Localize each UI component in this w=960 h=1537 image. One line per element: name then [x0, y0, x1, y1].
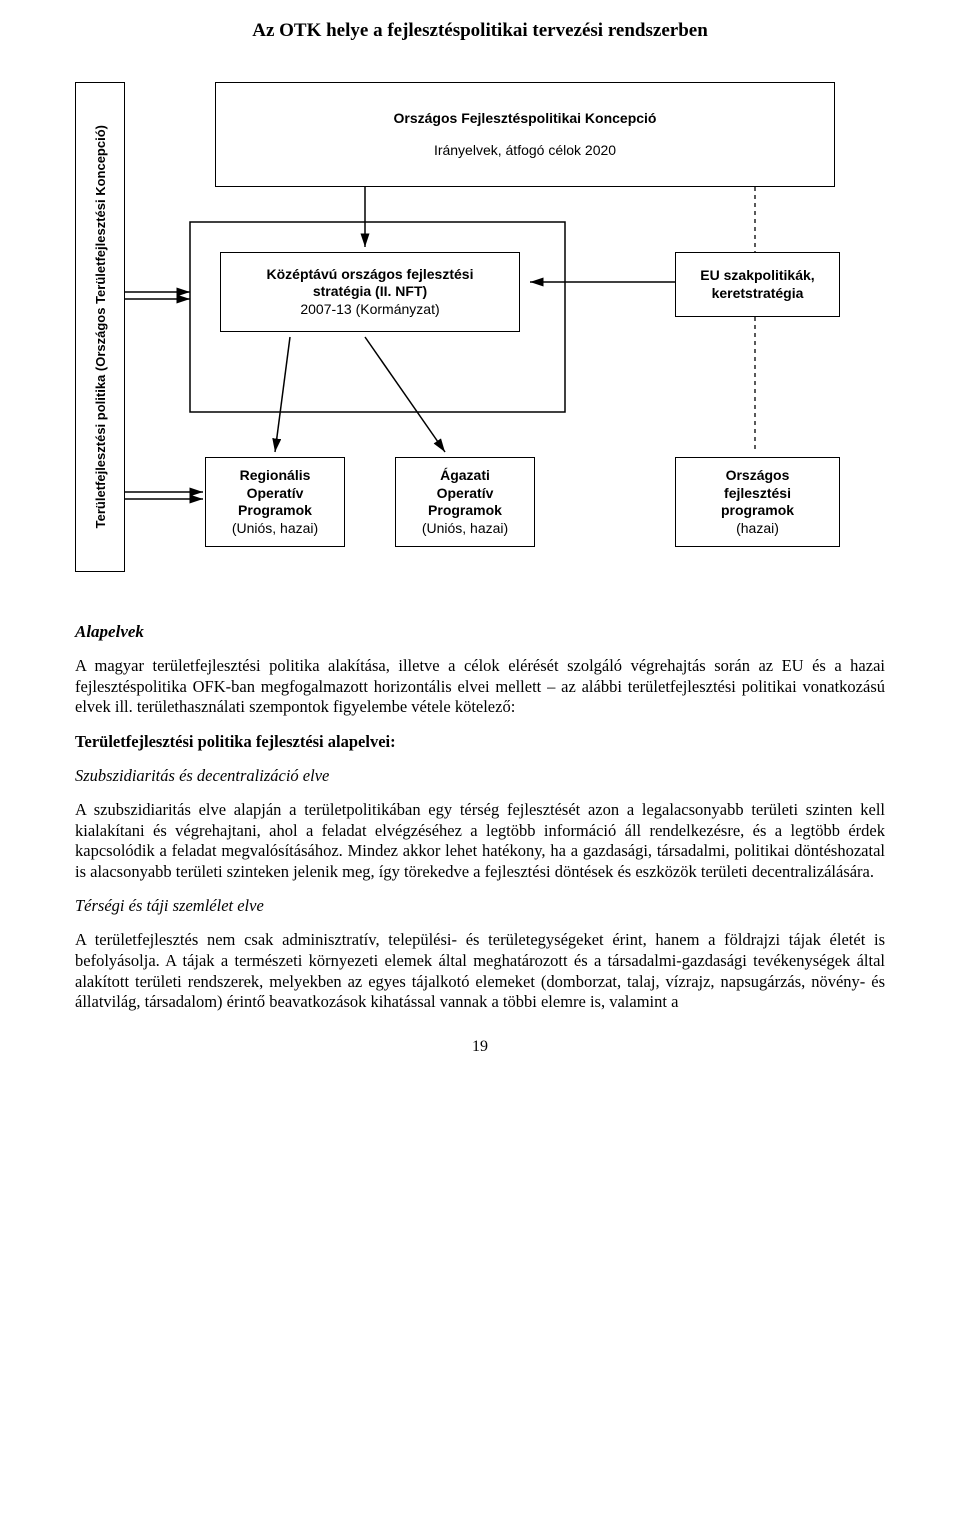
bot3-l4: (hazai)	[736, 520, 779, 538]
bottom-box-3: Országos fejlesztési programok (hazai)	[675, 457, 840, 547]
bot3-l2: fejlesztési	[724, 485, 791, 503]
bot1-l1: Regionális	[240, 467, 311, 485]
para-1: A magyar területfejlesztési politika ala…	[75, 656, 885, 718]
sub-heading-1: Területfejlesztési politika fejlesztési …	[75, 732, 885, 752]
bot2-l2: Operatív	[437, 485, 494, 503]
bot1-l2: Operatív	[247, 485, 304, 503]
mid-left-l3: 2007-13 (Kormányzat)	[300, 301, 439, 319]
elv2-title: Térségi és táji szemlélet elve	[75, 896, 885, 916]
elv1-title: Szubszidiaritás és decentralizáció elve	[75, 766, 885, 786]
alapelvek-heading: Alapelvek	[75, 622, 885, 642]
bottom-box-2: Ágazati Operatív Programok (Uniós, hazai…	[395, 457, 535, 547]
mid-right-box: EU szakpolitikák, keretstratégia	[675, 252, 840, 317]
page-title: Az OTK helye a fejlesztéspolitikai terve…	[75, 20, 885, 42]
body-text: Alapelvek A magyar területfejlesztési po…	[75, 622, 885, 1013]
page-number: 19	[75, 1038, 885, 1056]
top-box: Országos Fejlesztéspolitikai Koncepció I…	[215, 82, 835, 187]
mid-right-l2: keretstratégia	[712, 285, 804, 303]
elv2-body: A területfejlesztés nem csak adminisztra…	[75, 930, 885, 1013]
bot2-l1: Ágazati	[440, 467, 490, 485]
mid-left-box: Középtávú országos fejlesztési stratégia…	[220, 252, 520, 332]
top-box-title: Országos Fejlesztéspolitikai Koncepció	[394, 110, 657, 128]
elv1-body: A szubszidiaritás elve alapján a terület…	[75, 800, 885, 883]
bot2-l4: (Uniós, hazai)	[422, 520, 508, 538]
mid-left-l2: stratégia (II. NFT)	[313, 283, 427, 301]
mid-left-l1: Középtávú országos fejlesztési	[267, 266, 474, 284]
bot1-l3: Programok	[238, 502, 312, 520]
top-box-subtitle: Irányelvek, átfogó célok 2020	[434, 142, 616, 160]
bot3-l1: Országos	[726, 467, 790, 485]
bot2-l3: Programok	[428, 502, 502, 520]
bottom-box-1: Regionális Operatív Programok (Uniós, ha…	[205, 457, 345, 547]
sidebar-vertical-label-text: Területfejlesztési politika (Országos Te…	[93, 125, 108, 528]
bot3-l3: programok	[721, 502, 794, 520]
flowchart: Területfejlesztési politika (Országos Te…	[75, 72, 885, 582]
sidebar-vertical-label: Területfejlesztési politika (Országos Te…	[75, 82, 125, 572]
mid-right-l1: EU szakpolitikák,	[700, 267, 814, 285]
bot1-l4: (Uniós, hazai)	[232, 520, 318, 538]
